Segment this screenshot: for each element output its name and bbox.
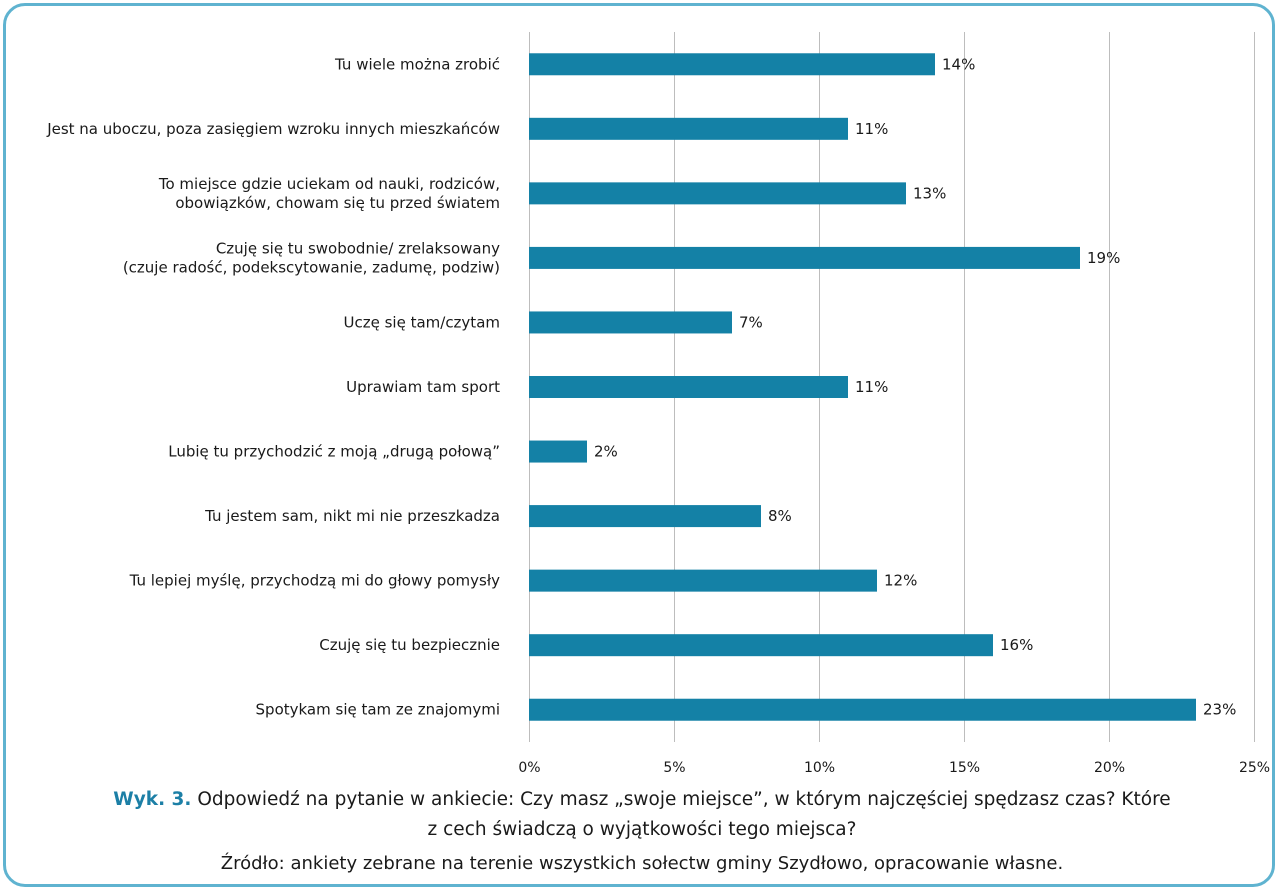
data-label: 16% xyxy=(1000,636,1033,654)
x-tick-label: 5% xyxy=(663,760,685,776)
bar xyxy=(529,505,761,528)
category-label: (czuje radość, podekscytowanie, zadumę, … xyxy=(123,258,500,276)
category-label: Spotykam się tam ze znajomymi xyxy=(256,701,500,719)
category-label: obowiązków, chowam się tu przed światem xyxy=(175,194,500,212)
category-label: Czuję się tu bezpiecznie xyxy=(319,636,500,654)
bar xyxy=(529,634,993,657)
category-label: To miejsce gdzie uciekam od nauki, rodzi… xyxy=(158,175,500,193)
data-label: 2% xyxy=(594,443,618,461)
caption-line-1: Odpowiedź na pytanie w ankiecie: Czy mas… xyxy=(191,789,1171,810)
category-label: Czuję się tu swobodnie/ zrelaksowany xyxy=(216,239,500,257)
data-label: 11% xyxy=(855,120,888,138)
bar xyxy=(529,569,877,592)
bar-chart: 0% 5% 10% 15% 20% 25% 14% Tu wiele można zrobić… xyxy=(46,32,1270,776)
category-label: Tu lepiej myślę, przychodzą mi do głowy … xyxy=(129,572,501,590)
data-label: 14% xyxy=(942,55,975,73)
data-label: 19% xyxy=(1087,249,1120,267)
data-label: 12% xyxy=(884,572,917,590)
category-label: Tu jestem sam, nikt mi nie przeszkadza xyxy=(204,507,500,525)
x-tick-label: 15% xyxy=(949,760,980,776)
bar xyxy=(529,246,1080,269)
bar xyxy=(529,311,732,334)
data-label: 7% xyxy=(739,313,763,331)
x-tick-label: 0% xyxy=(518,760,540,776)
category-label: Tu wiele można zrobić xyxy=(334,55,500,73)
x-tick-label: 10% xyxy=(804,760,835,776)
figure-source: Źródło: ankiety zebrane na terenie wszys… xyxy=(220,853,1064,874)
x-tick-label: 20% xyxy=(1094,760,1125,776)
x-tick-label: 25% xyxy=(1239,760,1270,776)
data-label: 11% xyxy=(855,378,888,396)
category-label: Jest na uboczu, poza zasięgiem wzroku in… xyxy=(46,120,500,138)
caption-prefix: Wyk. 3. xyxy=(113,789,192,810)
data-label: 8% xyxy=(768,507,792,525)
category-label: Lubię tu przychodzić z moją „drugą połow… xyxy=(168,443,500,461)
bar xyxy=(529,117,848,140)
caption-line-2: z cech świadczą o wyjątkowości tego miej… xyxy=(427,819,857,840)
category-label: Uprawiam tam sport xyxy=(346,378,500,396)
data-label: 23% xyxy=(1203,701,1236,719)
category-label: Uczę się tam/czytam xyxy=(344,313,501,331)
chart-frame xyxy=(3,3,1275,887)
figure-caption: Wyk. 3. Odpowiedź na pytanie w ankiecie:… xyxy=(30,785,1254,845)
bar xyxy=(529,53,935,76)
bar xyxy=(529,440,587,463)
bar xyxy=(529,698,1196,721)
data-label: 13% xyxy=(913,184,946,202)
bar xyxy=(529,182,906,205)
bar xyxy=(529,376,848,398)
